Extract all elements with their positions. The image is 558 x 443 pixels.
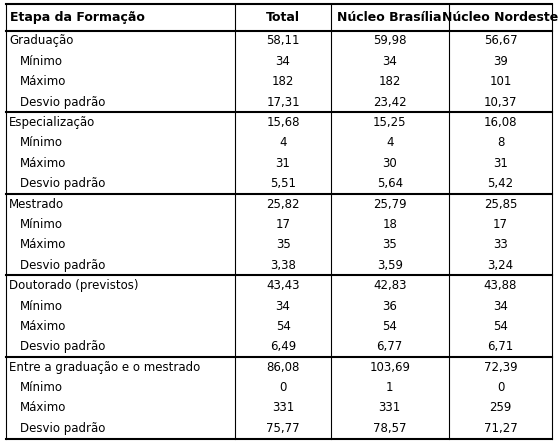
- Text: Desvio padrão: Desvio padrão: [20, 96, 105, 109]
- Text: 15,25: 15,25: [373, 116, 406, 129]
- Text: 182: 182: [272, 75, 294, 88]
- Text: Máximo: Máximo: [20, 320, 66, 333]
- Text: 58,11: 58,11: [266, 35, 300, 47]
- Text: 54: 54: [276, 320, 291, 333]
- Text: Mestrado: Mestrado: [9, 198, 64, 210]
- Text: 3,59: 3,59: [377, 259, 403, 272]
- Text: Mínimo: Mínimo: [20, 218, 62, 231]
- Text: Graduação: Graduação: [9, 35, 73, 47]
- Text: Entre a graduação e o mestrado: Entre a graduação e o mestrado: [9, 361, 200, 374]
- Text: 34: 34: [276, 55, 291, 68]
- Text: Núcleo Brasília: Núcleo Brasília: [338, 11, 442, 24]
- Text: 6,77: 6,77: [377, 340, 403, 354]
- Text: 5,42: 5,42: [487, 177, 513, 190]
- Text: Desvio padrão: Desvio padrão: [20, 340, 105, 354]
- Text: Doutorado (previstos): Doutorado (previstos): [9, 279, 138, 292]
- Text: 78,57: 78,57: [373, 422, 406, 435]
- Text: 30: 30: [382, 157, 397, 170]
- Text: 17: 17: [276, 218, 291, 231]
- Text: 6,71: 6,71: [487, 340, 513, 354]
- Text: 259: 259: [489, 401, 512, 415]
- Text: 10,37: 10,37: [484, 96, 517, 109]
- Text: Mínimo: Mínimo: [20, 381, 62, 394]
- Text: 35: 35: [382, 238, 397, 251]
- Text: 4: 4: [386, 136, 393, 149]
- Text: 331: 331: [272, 401, 294, 415]
- Text: Mínimo: Mínimo: [20, 55, 62, 68]
- Text: 103,69: 103,69: [369, 361, 410, 374]
- Text: 54: 54: [493, 320, 508, 333]
- Text: 23,42: 23,42: [373, 96, 407, 109]
- Text: Total: Total: [266, 11, 300, 24]
- Text: 1: 1: [386, 381, 393, 394]
- Text: Desvio padrão: Desvio padrão: [20, 259, 105, 272]
- Text: 6,49: 6,49: [270, 340, 296, 354]
- Text: Máximo: Máximo: [20, 157, 66, 170]
- Text: 43,88: 43,88: [484, 279, 517, 292]
- Text: 25,82: 25,82: [266, 198, 300, 210]
- Text: 18: 18: [382, 218, 397, 231]
- Text: Núcleo Nordeste: Núcleo Nordeste: [442, 11, 558, 24]
- Text: 5,51: 5,51: [270, 177, 296, 190]
- Text: 31: 31: [276, 157, 291, 170]
- Text: 15,68: 15,68: [266, 116, 300, 129]
- Text: Mínimo: Mínimo: [20, 299, 62, 312]
- Text: Máximo: Máximo: [20, 401, 66, 415]
- Text: 54: 54: [382, 320, 397, 333]
- Text: 331: 331: [379, 401, 401, 415]
- Text: 39: 39: [493, 55, 508, 68]
- Text: 59,98: 59,98: [373, 35, 406, 47]
- Text: 16,08: 16,08: [484, 116, 517, 129]
- Text: 72,39: 72,39: [484, 361, 517, 374]
- Text: 35: 35: [276, 238, 291, 251]
- Text: 71,27: 71,27: [484, 422, 517, 435]
- Text: 3,24: 3,24: [487, 259, 513, 272]
- Text: 4: 4: [280, 136, 287, 149]
- Text: 56,67: 56,67: [484, 35, 517, 47]
- Text: Máximo: Máximo: [20, 75, 66, 88]
- Text: 86,08: 86,08: [266, 361, 300, 374]
- Text: 43,43: 43,43: [266, 279, 300, 292]
- Text: 36: 36: [382, 299, 397, 312]
- Text: 0: 0: [497, 381, 504, 394]
- Text: 8: 8: [497, 136, 504, 149]
- Text: 34: 34: [493, 299, 508, 312]
- Text: 0: 0: [280, 381, 287, 394]
- Text: 25,85: 25,85: [484, 198, 517, 210]
- Text: 34: 34: [276, 299, 291, 312]
- Text: Desvio padrão: Desvio padrão: [20, 422, 105, 435]
- Text: 42,83: 42,83: [373, 279, 406, 292]
- Text: 17,31: 17,31: [266, 96, 300, 109]
- Text: Etapa da Formação: Etapa da Formação: [10, 11, 145, 24]
- Text: 3,38: 3,38: [270, 259, 296, 272]
- Text: 5,64: 5,64: [377, 177, 403, 190]
- Text: Especialização: Especialização: [9, 116, 95, 129]
- Text: Mínimo: Mínimo: [20, 136, 62, 149]
- Text: Desvio padrão: Desvio padrão: [20, 177, 105, 190]
- Text: 31: 31: [493, 157, 508, 170]
- Text: 34: 34: [382, 55, 397, 68]
- Text: Máximo: Máximo: [20, 238, 66, 251]
- Text: 101: 101: [489, 75, 512, 88]
- Text: 33: 33: [493, 238, 508, 251]
- Text: 25,79: 25,79: [373, 198, 407, 210]
- Text: 75,77: 75,77: [266, 422, 300, 435]
- Text: 17: 17: [493, 218, 508, 231]
- Text: 182: 182: [378, 75, 401, 88]
